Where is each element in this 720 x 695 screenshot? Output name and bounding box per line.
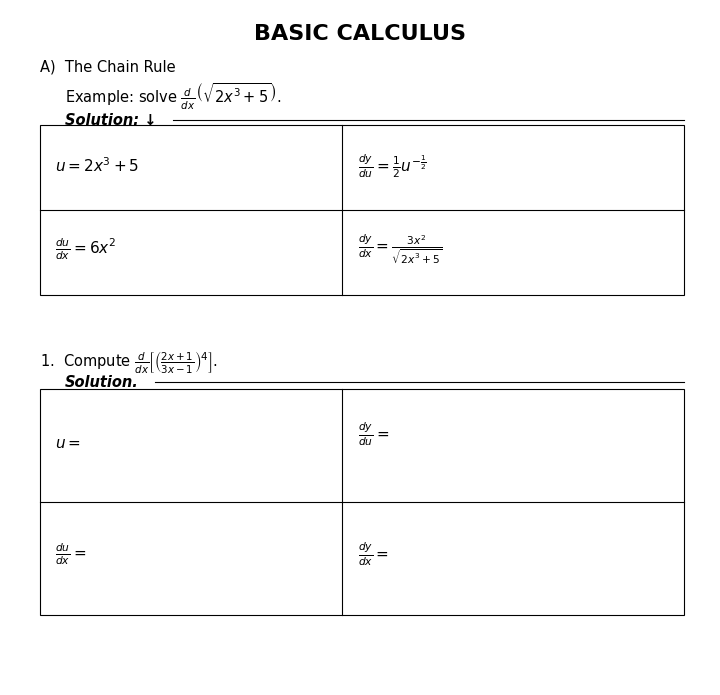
Text: A)  The Chain Rule: A) The Chain Rule xyxy=(40,59,175,74)
Text: $\frac{dy}{dx} = \frac{3x^2}{\sqrt{2x^3+5}}$: $\frac{dy}{dx} = \frac{3x^2}{\sqrt{2x^3+… xyxy=(359,233,443,266)
Text: Example: solve $\frac{d}{dx}\left(\sqrt{2x^3+5}\right)$.: Example: solve $\frac{d}{dx}\left(\sqrt{… xyxy=(65,82,282,112)
Text: BASIC CALCULUS: BASIC CALCULUS xyxy=(254,24,466,44)
Text: $\frac{du}{dx} = $: $\frac{du}{dx} = $ xyxy=(55,541,87,567)
Text: Solution: ↓: Solution: ↓ xyxy=(65,113,156,128)
Text: $\frac{dy}{dx} = $: $\frac{dy}{dx} = $ xyxy=(359,540,390,568)
Bar xyxy=(40,125,684,295)
Text: $\frac{dy}{du} = $: $\frac{dy}{du} = $ xyxy=(359,420,390,448)
Text: Solution.: Solution. xyxy=(65,375,138,391)
Text: $u = 2x^3 + 5$: $u = 2x^3 + 5$ xyxy=(55,156,140,175)
Text: $u = $: $u = $ xyxy=(55,436,81,451)
Text: $\frac{dy}{du} = \frac{1}{2}u^{-\frac{1}{2}}$: $\frac{dy}{du} = \frac{1}{2}u^{-\frac{1}… xyxy=(359,152,427,180)
Bar xyxy=(40,389,684,615)
Text: $\frac{du}{dx} = 6x^2$: $\frac{du}{dx} = 6x^2$ xyxy=(55,236,117,262)
Text: 1.  Compute $\frac{d}{dx}\left[\left(\frac{2x+1}{3x-1}\right)^4\right]$.: 1. Compute $\frac{d}{dx}\left[\left(\fra… xyxy=(40,350,217,375)
